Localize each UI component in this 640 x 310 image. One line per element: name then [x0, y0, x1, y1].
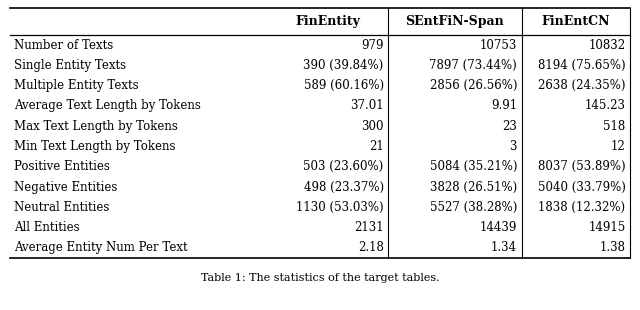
Text: 498 (23.37%): 498 (23.37%) [303, 180, 384, 193]
Text: 390 (39.84%): 390 (39.84%) [303, 59, 384, 72]
Text: Max Text Length by Tokens: Max Text Length by Tokens [14, 120, 178, 133]
Text: 7897 (73.44%): 7897 (73.44%) [429, 59, 517, 72]
Text: All Entities: All Entities [14, 221, 79, 234]
Text: 21: 21 [369, 140, 384, 153]
Text: 14439: 14439 [479, 221, 517, 234]
Text: 5040 (33.79%): 5040 (33.79%) [538, 180, 625, 193]
Text: 8037 (53.89%): 8037 (53.89%) [538, 160, 625, 173]
Text: 3: 3 [509, 140, 517, 153]
Text: 2.18: 2.18 [358, 241, 384, 255]
Text: 5084 (35.21%): 5084 (35.21%) [429, 160, 517, 173]
Text: 23: 23 [502, 120, 517, 133]
Text: 10753: 10753 [479, 39, 517, 52]
Text: 300: 300 [361, 120, 384, 133]
Text: 1.34: 1.34 [491, 241, 517, 255]
Text: 9.91: 9.91 [491, 100, 517, 113]
Text: 589 (60.16%): 589 (60.16%) [303, 79, 384, 92]
Text: Min Text Length by Tokens: Min Text Length by Tokens [14, 140, 175, 153]
Text: Multiple Entity Texts: Multiple Entity Texts [14, 79, 138, 92]
Text: 2856 (26.56%): 2856 (26.56%) [429, 79, 517, 92]
Text: SEntFiN-Span: SEntFiN-Span [406, 15, 504, 28]
Text: 10832: 10832 [588, 39, 625, 52]
Text: 8194 (75.65%): 8194 (75.65%) [538, 59, 625, 72]
Text: 979: 979 [361, 39, 384, 52]
Text: 2638 (24.35%): 2638 (24.35%) [538, 79, 625, 92]
Text: 3828 (26.51%): 3828 (26.51%) [430, 180, 517, 193]
Text: Average Text Length by Tokens: Average Text Length by Tokens [14, 100, 201, 113]
Text: 1838 (12.32%): 1838 (12.32%) [538, 201, 625, 214]
Text: 12: 12 [611, 140, 625, 153]
Text: 5527 (38.28%): 5527 (38.28%) [429, 201, 517, 214]
Text: Single Entity Texts: Single Entity Texts [14, 59, 126, 72]
Text: 518: 518 [604, 120, 625, 133]
Text: 1.38: 1.38 [600, 241, 625, 255]
Text: Positive Entities: Positive Entities [14, 160, 109, 173]
Text: 1130 (53.03%): 1130 (53.03%) [296, 201, 384, 214]
Text: 503 (23.60%): 503 (23.60%) [303, 160, 384, 173]
Text: Number of Texts: Number of Texts [14, 39, 113, 52]
Text: Table 1: The statistics of the target tables.: Table 1: The statistics of the target ta… [201, 273, 439, 283]
Text: Average Entity Num Per Text: Average Entity Num Per Text [14, 241, 188, 255]
Text: 37.01: 37.01 [350, 100, 384, 113]
Text: Neutral Entities: Neutral Entities [14, 201, 109, 214]
Text: FinEntCN: FinEntCN [541, 15, 610, 28]
Text: FinEntity: FinEntity [295, 15, 360, 28]
Text: Negative Entities: Negative Entities [14, 180, 117, 193]
Text: 145.23: 145.23 [584, 100, 625, 113]
Text: 2131: 2131 [354, 221, 384, 234]
Text: 14915: 14915 [588, 221, 625, 234]
